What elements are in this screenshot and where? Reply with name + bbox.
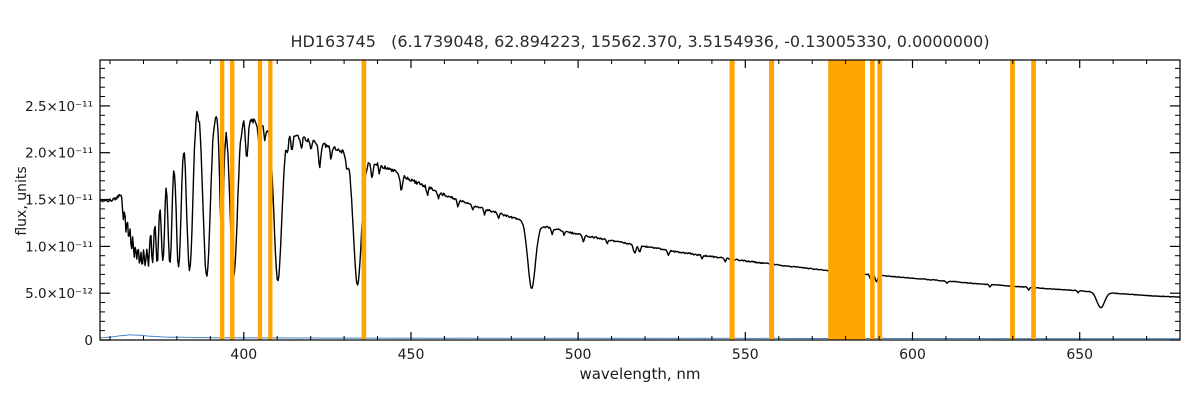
mask-band (220, 60, 225, 340)
mask-band (230, 60, 235, 340)
mask-band (1031, 60, 1036, 340)
x-tick-label: 450 (398, 347, 425, 363)
y-tick-label: 0 (84, 333, 93, 349)
mask-band (877, 60, 883, 340)
error-spectrum-line (100, 334, 1180, 340)
mask-band (870, 60, 875, 340)
y-tick-label: 5.0×10⁻¹² (25, 286, 93, 302)
chart-title: HD163745 (6.1739048, 62.894223, 15562.37… (290, 32, 990, 51)
y-tick-label: 2.5×10⁻¹¹ (25, 99, 93, 115)
x-tick-label: 600 (899, 347, 926, 363)
mask-band (361, 60, 367, 340)
mask-band (828, 60, 865, 340)
mask-band (769, 60, 775, 340)
mask-band (1010, 60, 1015, 340)
x-axis-label: wavelength, nm (579, 365, 701, 383)
y-tick-label: 1.0×10⁻¹¹ (25, 239, 93, 255)
mask-band (268, 60, 273, 340)
y-tick-label: 1.5×10⁻¹¹ (25, 193, 93, 209)
x-tick-label: 650 (1066, 347, 1093, 363)
y-axis-label: flux, units (14, 166, 30, 236)
flux-spectrum-line (100, 110, 1180, 309)
x-tick-label: 500 (565, 347, 592, 363)
mask-band (729, 60, 735, 340)
x-tick-label: 400 (230, 347, 257, 363)
y-tick-label: 2.0×10⁻¹¹ (25, 146, 93, 162)
x-tick-label: 550 (732, 347, 759, 363)
mask-band (257, 60, 263, 340)
